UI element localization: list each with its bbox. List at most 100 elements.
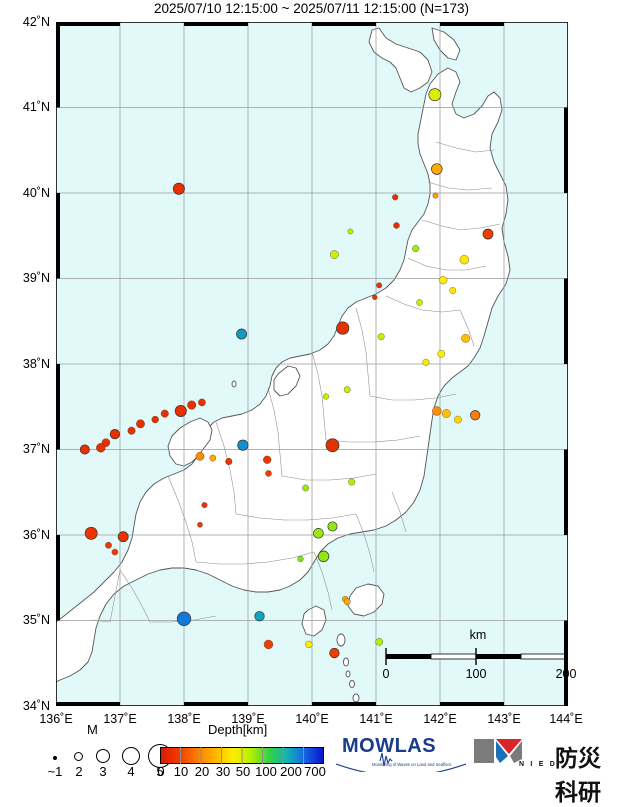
izu-island-small-3 — [349, 680, 355, 688]
lat-label-41: 41˚N — [22, 100, 50, 114]
epicenter-marker — [482, 228, 494, 240]
epicenter-marker — [377, 333, 385, 341]
epicenter-marker — [348, 478, 356, 486]
epicenter-marker — [263, 639, 274, 650]
nied-abbreviation: N I E D — [519, 761, 557, 768]
epicenter-marker — [449, 287, 457, 294]
lon-label-141: 141˚E — [359, 712, 393, 726]
epicenter-marker — [201, 502, 208, 508]
epicenter-marker — [442, 409, 451, 418]
page-title: 2025/07/10 12:15:00 ~ 2025/07/11 12:15:0… — [153, 1, 469, 16]
epicenter-marker — [372, 294, 378, 300]
epicenter-marker — [343, 386, 351, 393]
epicenter-marker — [96, 443, 106, 453]
frame-ticks — [56, 22, 568, 706]
epicenter-marker — [198, 398, 206, 407]
lon-label-138: 138˚E — [167, 712, 201, 726]
epicenter-marker — [225, 457, 233, 465]
epicenter-marker — [392, 194, 399, 201]
depth-label-50: 50 — [235, 764, 251, 779]
epicenter-marker — [254, 611, 265, 622]
lon-label-136: 136˚E — [39, 712, 73, 726]
depth-label-700: 700 — [304, 764, 326, 779]
epicenter-marker — [432, 406, 442, 416]
izu-island-small-2 — [345, 670, 351, 678]
magnitude-label-2: 2 — [75, 764, 83, 779]
epicenter-marker — [343, 598, 351, 606]
epicenter-marker — [428, 88, 442, 102]
magnitude-legend-title: M — [87, 722, 98, 737]
epicenter-marker — [84, 526, 98, 540]
scalebar-unit-label: km — [469, 628, 487, 642]
magnitude-symbol-3 — [96, 749, 110, 763]
lat-label-34: 34˚N — [22, 699, 50, 713]
epicenter-marker — [439, 276, 448, 285]
graticule — [56, 22, 568, 706]
mowlas-logo: MOWLAS Monitoring of Waves on Land and S… — [336, 735, 466, 776]
hokkaido-east — [431, 27, 461, 61]
lat-label-37: 37˚N — [22, 442, 50, 456]
depth-label-100: 100 — [255, 764, 277, 779]
lat-label-42: 42˚N — [22, 15, 50, 29]
epicenter-marker — [375, 638, 383, 646]
epicenter-marker — [329, 647, 340, 659]
lat-label-39: 39˚N — [22, 271, 50, 285]
epicenter-marker — [325, 438, 340, 453]
epicenter-marker — [195, 451, 205, 461]
magnitude-symbol-4 — [122, 747, 140, 765]
sado-island — [273, 365, 301, 397]
izu-island-small-1 — [343, 657, 349, 667]
magnitude-label-3: 3 — [99, 764, 107, 779]
lon-label-144: 144˚E — [549, 712, 583, 726]
lat-label-40: 40˚N — [22, 186, 50, 200]
mowlas-tagline: Monitoring of Waves on Land and Seafloor — [372, 762, 452, 767]
epicenter-marker — [265, 470, 272, 477]
epicenter-marker — [151, 415, 159, 424]
lon-label-143: 143˚E — [487, 712, 521, 726]
depth-label-10: 10 — [173, 764, 189, 779]
lat-label-38: 38˚N — [22, 357, 50, 371]
epicenter-marker — [461, 333, 470, 343]
epicenter-marker — [117, 531, 129, 543]
epicenter-marker — [236, 328, 248, 340]
magnitude-label-4: 4 — [127, 764, 135, 779]
lon-label-139: 139˚E — [231, 712, 265, 726]
nied-mark-icon — [474, 739, 522, 763]
epicenter-marker — [431, 163, 443, 175]
epicenter-marker — [237, 439, 249, 451]
scalebar-tick-200: 200 — [555, 667, 577, 681]
epicenter-marker — [263, 455, 272, 464]
seismicity-map: 42˚N 41˚N 40˚N 39˚N 38˚N 37˚N 36˚N 35˚N … — [23, 15, 583, 726]
lon-label-140: 140˚E — [295, 712, 329, 726]
epicenter-marker — [317, 550, 330, 563]
nied-logo: N I E D 防災科研 — [470, 737, 620, 806]
legend-area: M Depth[km] ~1 2 3 4 5 0 10 20 30 50 100… — [0, 706, 623, 779]
depth-legend-title: Depth[km] — [208, 722, 268, 737]
epicenter-layer — [79, 88, 494, 659]
epicenter-marker — [79, 444, 90, 455]
epicenter-marker — [313, 528, 324, 539]
depth-label-30: 30 — [215, 764, 231, 779]
magnitude-label-5: 5 — [156, 764, 164, 779]
lat-label-36: 36˚N — [22, 528, 50, 542]
landmass-layer — [56, 27, 511, 703]
map-content — [56, 22, 568, 706]
island-small-japan-sea — [231, 380, 237, 388]
epicenter-marker — [127, 426, 136, 435]
epicenter-marker — [437, 349, 446, 358]
epicenter-marker — [109, 428, 121, 440]
epicenter-marker — [197, 521, 203, 528]
izu-peninsula — [301, 605, 327, 637]
epicenter-marker — [330, 250, 339, 259]
map-canvas — [56, 22, 568, 706]
epicenter-marker — [209, 454, 217, 462]
epicenter-marker — [376, 282, 383, 289]
lon-label-137: 137˚E — [103, 712, 137, 726]
map-frame — [56, 22, 568, 706]
lat-label-35: 35˚N — [22, 613, 50, 627]
scalebar-tick-100: 100 — [465, 667, 487, 681]
epicenter-marker — [176, 611, 192, 626]
epicenter-marker — [454, 415, 462, 424]
prefecture-boundaries — [91, 141, 501, 623]
depth-label-20: 20 — [194, 764, 210, 779]
